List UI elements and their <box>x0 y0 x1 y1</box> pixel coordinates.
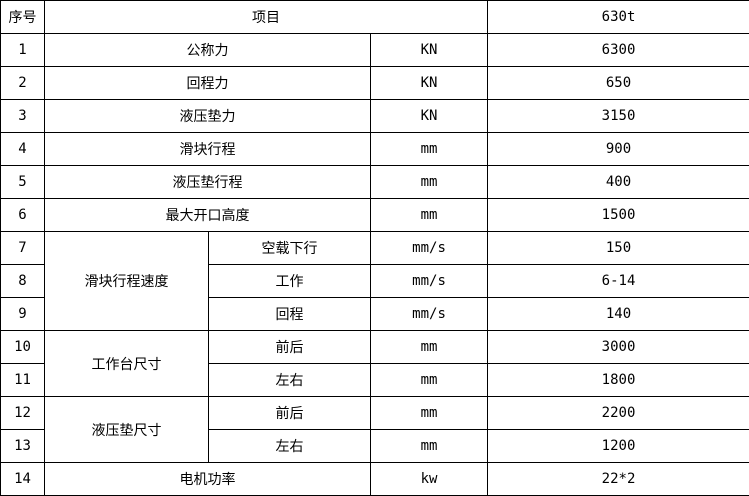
row-value: 1800 <box>487 363 749 397</box>
row-value: 150 <box>487 231 749 265</box>
table-row: 11 左右 mm 1800 <box>0 363 749 397</box>
row-unit: mm/s <box>369 264 489 298</box>
row-value: 22*2 <box>487 462 749 496</box>
header-no: 序号 <box>0 0 45 34</box>
header-model: 630t <box>487 0 749 34</box>
row-subitem: 工作 <box>208 264 371 298</box>
row-value: 3150 <box>487 99 749 133</box>
table-row: 9 回程 mm/s 140 <box>0 297 749 331</box>
row-unit: KN <box>369 99 489 133</box>
row-unit: mm <box>369 198 489 232</box>
row-subitem: 左右 <box>208 363 371 397</box>
row-group-label: 工作台尺寸 <box>44 330 209 397</box>
row-value: 400 <box>487 165 749 199</box>
table-row: 14 电机功率 kw 22*2 <box>0 462 749 496</box>
row-no: 13 <box>0 429 45 463</box>
row-no: 3 <box>0 99 45 133</box>
header-item: 项目 <box>43 0 489 34</box>
row-subitem: 回程 <box>208 297 371 331</box>
row-subitem: 前后 <box>208 396 371 430</box>
row-no: 5 <box>0 165 45 199</box>
row-value: 6-14 <box>487 264 749 298</box>
row-unit: mm <box>369 429 489 463</box>
row-no: 10 <box>0 330 45 364</box>
row-item: 液压垫力 <box>44 99 371 133</box>
row-unit: KN <box>369 33 489 67</box>
table-row: 10 工作台尺寸 前后 mm 3000 <box>0 330 749 397</box>
row-no: 1 <box>0 33 45 67</box>
row-value: 1200 <box>487 429 749 463</box>
row-value: 1500 <box>487 198 749 232</box>
row-no: 6 <box>0 198 45 232</box>
row-unit: mm <box>369 396 489 430</box>
row-item: 电机功率 <box>44 462 371 496</box>
row-item: 回程力 <box>44 66 371 100</box>
row-unit: mm <box>369 363 489 397</box>
table-row: 12 液压垫尺寸 前后 mm 2200 <box>0 396 749 463</box>
row-no: 14 <box>0 462 45 496</box>
row-value: 6300 <box>487 33 749 67</box>
row-value: 650 <box>487 66 749 100</box>
table-row: 1 公称力 KN 6300 <box>0 33 749 67</box>
row-unit: mm/s <box>369 297 489 331</box>
row-group-label: 滑块行程速度 <box>44 231 209 331</box>
row-no: 4 <box>0 132 45 166</box>
row-no: 12 <box>0 396 45 430</box>
row-subitem: 前后 <box>208 330 371 364</box>
row-item: 最大开口高度 <box>44 198 371 232</box>
table-row: 3 液压垫力 KN 3150 <box>0 99 749 133</box>
table-row: 4 滑块行程 mm 900 <box>0 132 749 166</box>
row-unit: KN <box>369 66 489 100</box>
row-no: 2 <box>0 66 45 100</box>
row-unit: mm/s <box>369 231 489 265</box>
row-no: 11 <box>0 363 45 397</box>
table-header-row: 序号 项目 630t <box>0 0 749 34</box>
table-row: 7 滑块行程速度 空载下行 mm/s 150 <box>0 231 749 331</box>
row-no: 9 <box>0 297 45 331</box>
row-group-label: 液压垫尺寸 <box>44 396 209 463</box>
row-no: 7 <box>0 231 45 265</box>
table-row: 5 液压垫行程 mm 400 <box>0 165 749 199</box>
row-unit: mm <box>369 330 489 364</box>
row-item: 公称力 <box>44 33 371 67</box>
row-unit: kw <box>369 462 489 496</box>
table-row: 2 回程力 KN 650 <box>0 66 749 100</box>
row-item: 滑块行程 <box>44 132 371 166</box>
table-row: 13 左右 mm 1200 <box>0 429 749 463</box>
table-row: 6 最大开口高度 mm 1500 <box>0 198 749 232</box>
row-subitem: 左右 <box>208 429 371 463</box>
row-value: 140 <box>487 297 749 331</box>
row-subitem: 空载下行 <box>208 231 371 265</box>
row-no: 8 <box>0 264 45 298</box>
row-unit: mm <box>369 165 489 199</box>
row-unit: mm <box>369 132 489 166</box>
row-value: 3000 <box>487 330 749 364</box>
row-value: 2200 <box>487 396 749 430</box>
row-item: 液压垫行程 <box>44 165 371 199</box>
row-value: 900 <box>487 132 749 166</box>
